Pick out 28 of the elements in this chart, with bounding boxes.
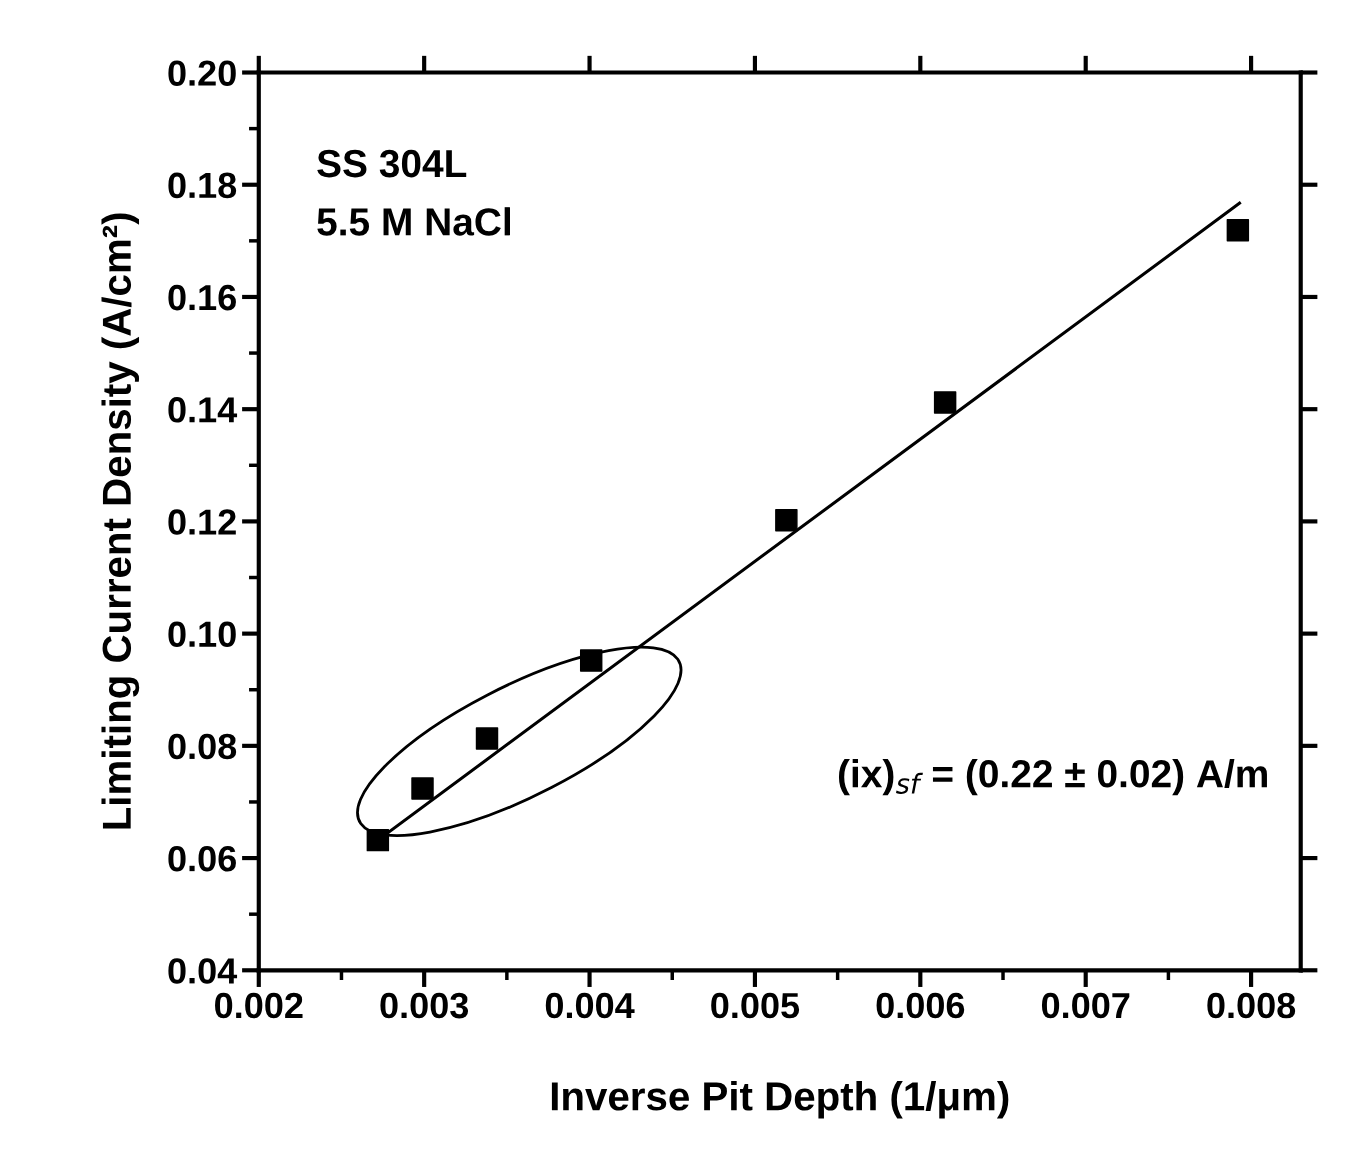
x-tick-label: 0.005 <box>711 992 800 1019</box>
point <box>933 391 957 414</box>
y-tick-label: 0.18 <box>168 172 237 199</box>
y-tick-label: 0.12 <box>168 509 236 535</box>
annotation: (ix)$_{sf}$ = (0.22 ± 0.02) A/m <box>838 758 1267 796</box>
point <box>775 509 798 532</box>
annotation: SS 304L <box>317 149 467 178</box>
point <box>475 727 499 750</box>
annotation: 5.5 M NaCl <box>317 207 510 236</box>
point <box>366 828 390 852</box>
y-tick-label: 0.14 <box>168 397 238 423</box>
x-tick-label: 0.004 <box>545 992 635 1019</box>
point <box>579 649 603 672</box>
point <box>1226 218 1250 242</box>
y-tick-label: 0.10 <box>168 621 236 648</box>
x-tick-label: 0.002 <box>215 992 303 1019</box>
x-tick-label: 0.006 <box>876 992 965 1019</box>
point <box>411 777 434 800</box>
x-tick-label: 0.008 <box>1207 992 1296 1019</box>
y-tick-label: 0.08 <box>168 733 237 760</box>
y-tick-label: 0.20 <box>168 60 236 86</box>
y-tick-label: 0.04 <box>168 958 238 984</box>
x-tick-label: 0.007 <box>1041 992 1130 1019</box>
y-axis-title: Limiting Current Density (A/cm²) <box>101 213 140 829</box>
x-axis-title: Inverse Pit Depth (1/μm) <box>551 1081 1009 1119</box>
x-tick-label: 0.003 <box>380 992 469 1019</box>
y-tick-label: 0.16 <box>168 284 236 311</box>
y-tick-label: 0.06 <box>168 845 236 872</box>
